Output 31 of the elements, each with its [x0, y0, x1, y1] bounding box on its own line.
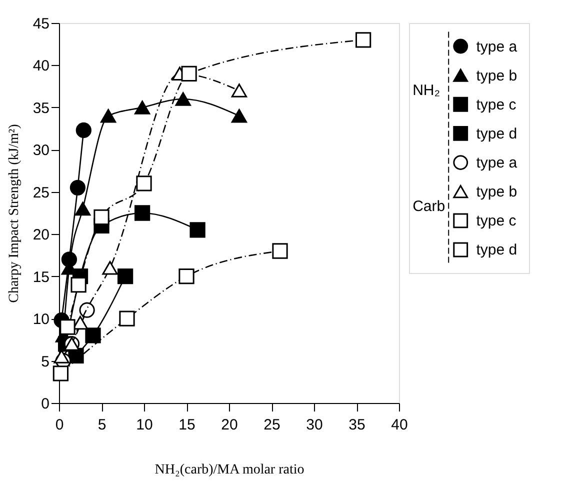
x-tick-label: 15 — [178, 416, 196, 434]
x-tick-label: 25 — [264, 416, 280, 434]
y-tick-label: 20 — [32, 226, 50, 244]
x-tick-label: 30 — [306, 416, 323, 434]
legend-label: type c — [476, 96, 517, 114]
y-tick-label: 35 — [32, 100, 50, 117]
y-tick-label: 15 — [32, 268, 50, 286]
legend-label: type b — [476, 184, 518, 201]
x-tick-label: 10 — [136, 416, 153, 434]
y-tick-label: 40 — [32, 58, 50, 75]
legend-label: type d — [476, 125, 518, 142]
legend-label: type d — [476, 242, 518, 259]
x-tick-label: 5 — [98, 416, 106, 434]
legend-label: type c — [476, 212, 517, 230]
x-tick-label: 40 — [391, 416, 408, 434]
legend-label: type a — [476, 154, 518, 172]
y-tick-label: 5 — [41, 353, 50, 370]
y-tick-label: 30 — [32, 142, 50, 160]
x-axis-title: NH₂(carb)/MA molar ratio — [154, 462, 304, 478]
text: NH₂ — [412, 82, 440, 99]
y-tick-label: 25 — [32, 184, 50, 202]
x-tick-label: 0 — [55, 416, 64, 434]
legend-label: type a — [476, 38, 518, 56]
y-axis-title: Charpy Impact Strength (kJ/m²) — [6, 124, 22, 303]
y-tick-label: 10 — [32, 311, 50, 328]
x-tick-label: 35 — [348, 416, 366, 434]
y-tick-label: 45 — [32, 16, 50, 32]
x-tick-label: 20 — [221, 416, 238, 434]
legend-label: type b — [476, 67, 518, 84]
y-tick-label: 0 — [41, 396, 50, 412]
text: Carb — [412, 198, 446, 216]
